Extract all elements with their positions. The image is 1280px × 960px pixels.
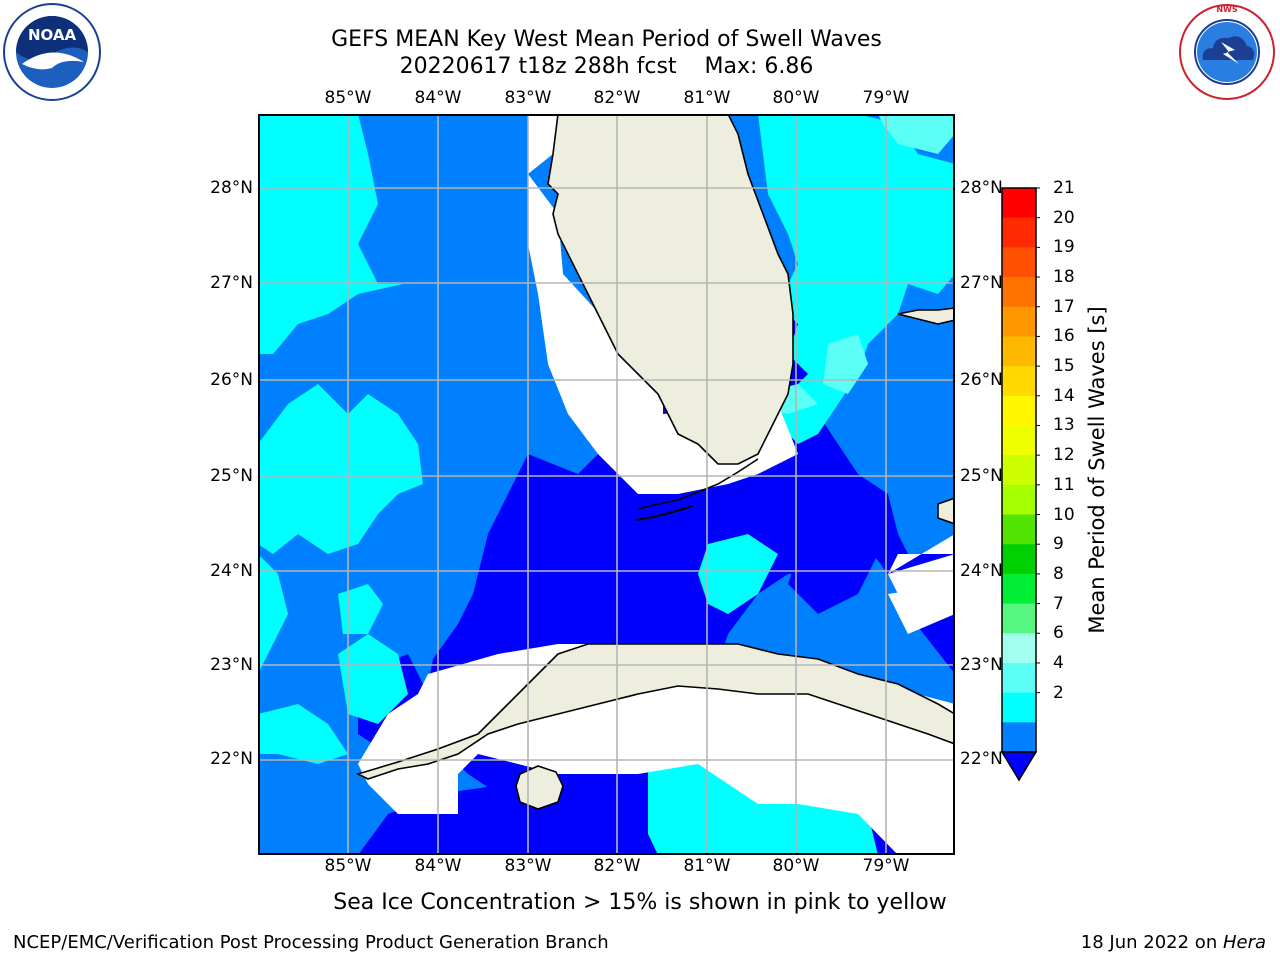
- colorbar-tick-label: 20: [1053, 207, 1075, 228]
- lat-label-right: 26°N: [960, 370, 1003, 390]
- colorbar-tick-label: 18: [1053, 267, 1075, 288]
- noaa-logo-text: NOAA: [28, 26, 77, 44]
- lat-label-left: 23°N: [210, 655, 253, 675]
- swell-period-map: [258, 114, 955, 855]
- lon-label-bottom: 81°W: [683, 856, 731, 876]
- isle-of-youth-land: [515, 765, 564, 810]
- colorbar-tick-label: 10: [1053, 504, 1075, 525]
- lat-label-right: 24°N: [960, 561, 1003, 581]
- lat-label-left: 22°N: [210, 749, 253, 769]
- lat-label-left: 25°N: [210, 466, 253, 486]
- lat-label-right: 23°N: [960, 655, 1003, 675]
- colorbar-label: Mean Period of Swell Waves [s]: [1085, 306, 1109, 634]
- colorbar-segment: [1002, 306, 1036, 337]
- lon-label-top: 83°W: [504, 88, 552, 108]
- map-frame: [258, 114, 955, 855]
- graticule: [258, 114, 955, 855]
- colorbar-tick-label: 21: [1053, 178, 1075, 198]
- andros-land: [937, 497, 955, 525]
- colorbar-segment: [1002, 662, 1036, 694]
- colorbar-segment: [1002, 336, 1036, 367]
- colorbar-segment: [1002, 188, 1036, 219]
- colorbar-segment: [1002, 544, 1036, 575]
- colorbar-tick-label: 17: [1053, 296, 1075, 317]
- colorbar-segment: [1002, 217, 1036, 248]
- colorbar-tick-label: 6: [1053, 623, 1064, 644]
- colorbar-tick-label: 15: [1053, 356, 1075, 377]
- colorbar-segment: [1002, 425, 1036, 456]
- colorbar-frame: [1001, 187, 1037, 753]
- footer-machine: Hera: [1222, 932, 1266, 953]
- colorbar-segment: [1002, 247, 1036, 278]
- colorbar-segment: [1002, 395, 1036, 426]
- colorbar-tick-label: 19: [1053, 237, 1075, 258]
- lon-label-top: 81°W: [683, 88, 731, 108]
- colorbar-segment: [1002, 455, 1036, 486]
- lat-label-right: 22°N: [960, 749, 1003, 769]
- colorbar-segment: [1002, 514, 1036, 545]
- colorbar-segment: [1002, 633, 1036, 664]
- lat-label-right: 25°N: [960, 466, 1003, 486]
- colorbar-tick-label: 2: [1053, 682, 1064, 703]
- colorbar-segment: [1002, 603, 1036, 634]
- chart-subtitle: 20220617 t18z 288h fcst Max: 6.86: [399, 54, 814, 79]
- lon-label-top: 80°W: [772, 88, 820, 108]
- lon-label-bottom: 82°W: [593, 856, 641, 876]
- lat-label-left: 24°N: [210, 561, 253, 581]
- lon-label-top: 82°W: [593, 88, 641, 108]
- colorbar-tick-label: 16: [1053, 326, 1075, 347]
- lon-label-bottom: 80°W: [772, 856, 820, 876]
- colorbar-extend-arrow: [1000, 751, 1038, 782]
- chart-title: GEFS MEAN Key West Mean Period of Swell …: [331, 27, 882, 52]
- colorbar-segment: [1002, 573, 1036, 605]
- colorbar-segment: [1002, 277, 1036, 308]
- colorbar-segment: [1002, 692, 1036, 723]
- lon-label-bottom: 85°W: [324, 856, 372, 876]
- colorbar-segment: [1002, 722, 1036, 753]
- lat-label-right: 27°N: [960, 273, 1003, 293]
- sea-ice-note: Sea Ice Concentration > 15% is shown in …: [333, 890, 947, 915]
- florida-land: [547, 114, 794, 465]
- colorbar-tick-label: 4: [1053, 652, 1064, 673]
- noaa-logo-icon: NOAA: [3, 3, 101, 101]
- lat-label-left: 27°N: [210, 273, 253, 293]
- bahamas-land: [897, 307, 955, 325]
- colorbar: [1000, 187, 1040, 782]
- colorbar-tick-label: 12: [1053, 445, 1075, 466]
- colorbar-tick-label: 8: [1053, 563, 1064, 584]
- lon-label-bottom: 84°W: [414, 856, 462, 876]
- lon-label-bottom: 83°W: [504, 856, 552, 876]
- lon-label-bottom: 79°W: [862, 856, 910, 876]
- colorbar-segment: [1002, 484, 1036, 516]
- colorbar-tick-label: 7: [1053, 593, 1064, 614]
- colorbar-tick-label: 9: [1053, 534, 1064, 555]
- lon-label-top: 79°W: [862, 88, 910, 108]
- footer-date: 18 Jun 2022 on Hera: [1081, 932, 1266, 953]
- colorbar-tick-label: 14: [1053, 385, 1075, 406]
- colorbar-segment: [1002, 366, 1036, 397]
- lon-label-top: 85°W: [324, 88, 372, 108]
- colorbar-tick-label: 13: [1053, 415, 1075, 436]
- svg-text:NWS: NWS: [1216, 5, 1238, 14]
- nws-logo-icon: NWS: [1179, 4, 1275, 100]
- lon-label-top: 84°W: [414, 88, 462, 108]
- footer-date-text: 18 Jun 2022 on: [1080, 932, 1223, 953]
- lat-label-right: 28°N: [960, 178, 1003, 198]
- lat-label-left: 28°N: [210, 178, 253, 198]
- footer-credit: NCEP/EMC/Verification Post Processing Pr…: [13, 932, 609, 953]
- lat-label-left: 26°N: [210, 370, 253, 390]
- colorbar-tick-label: 11: [1053, 474, 1075, 495]
- cuba-land: [355, 643, 955, 780]
